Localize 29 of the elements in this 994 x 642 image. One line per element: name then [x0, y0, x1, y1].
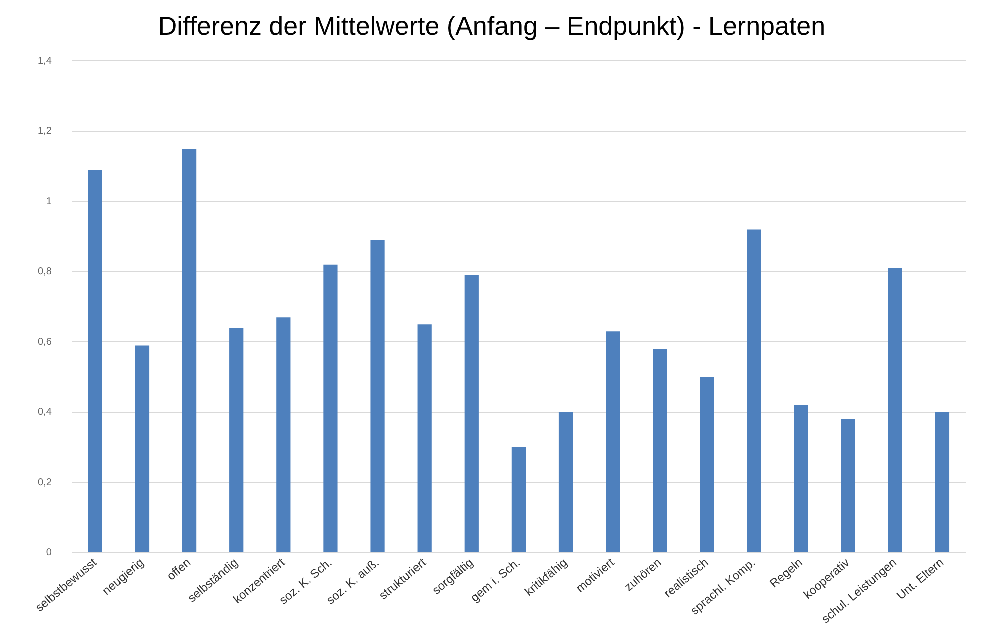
- bar: [370, 240, 385, 552]
- bar: [182, 149, 197, 552]
- bar: [88, 170, 102, 552]
- bar: [512, 448, 526, 552]
- bar: [135, 346, 150, 552]
- y-tick-label: 1,4: [38, 56, 52, 67]
- chart-title: Differenz der Mittelwerte (Anfang – Endpunkt) - Lernpaten: [158, 10, 826, 41]
- bar: [888, 268, 902, 552]
- bar: [653, 349, 668, 552]
- y-tick-label: 0,4: [38, 407, 52, 418]
- bar: [935, 412, 950, 552]
- x-tick-label: offen: [164, 556, 194, 584]
- bar: [418, 324, 432, 552]
- bar: [747, 230, 762, 552]
- bar: [324, 264, 338, 552]
- y-tick-label: 0,2: [38, 477, 52, 488]
- bar: [606, 332, 620, 552]
- bar: [841, 419, 856, 552]
- y-tick-label: 1: [46, 196, 52, 208]
- bar: [276, 318, 291, 552]
- bar: [558, 412, 574, 552]
- bar: [794, 405, 808, 552]
- y-tick-label: 0,8: [38, 266, 52, 278]
- y-tick-label: 1,2: [38, 126, 52, 138]
- bar: [700, 377, 714, 552]
- bar: [464, 275, 479, 552]
- y-tick-label: 0,6: [38, 336, 52, 348]
- bar: [230, 328, 244, 552]
- y-tick-label: 0: [46, 548, 52, 559]
